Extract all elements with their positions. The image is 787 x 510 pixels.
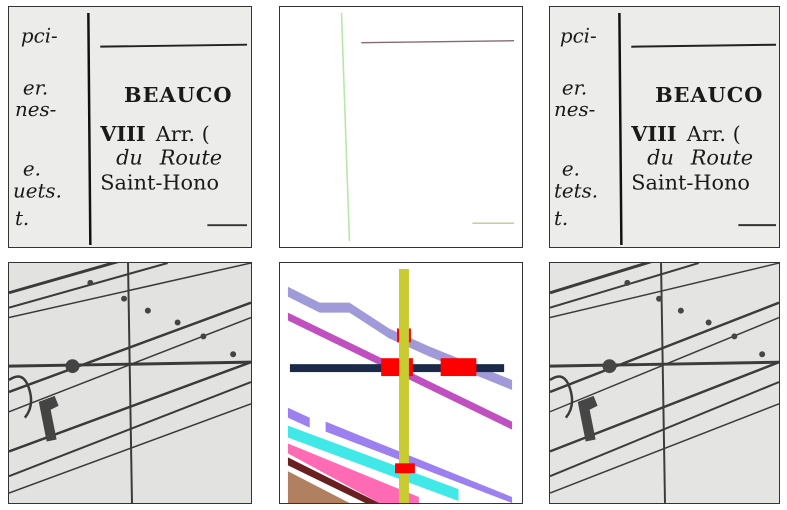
map-crop-left <box>8 262 252 504</box>
scan-left-word-6: t. <box>15 207 29 230</box>
scan-left-street: Saint-Hono <box>100 170 219 194</box>
scan-left-du: du <box>116 146 143 170</box>
scan-right-arr: Arr. ( <box>686 122 741 146</box>
mask-top-line <box>361 40 515 44</box>
map-crop-right-image <box>550 263 779 503</box>
line-mask-image <box>280 7 522 247</box>
segment-red-4 <box>395 463 415 474</box>
segment-olive-vertical <box>399 268 409 503</box>
scan-crop-right-image: pci- er. nes- e. tets. t. BEAUCO VIII Ar… <box>550 7 779 247</box>
scan-left-word-3: nes- <box>15 98 56 121</box>
line-mask <box>279 6 523 248</box>
scan-left-word-5: uets. <box>13 179 62 202</box>
scan-right-heading: BEAUCO <box>655 82 763 107</box>
mask-vertical-line <box>340 12 351 242</box>
segment-red-2 <box>440 358 477 377</box>
scan-right-word-6: t. <box>554 207 568 230</box>
scan-left-word-4: e. <box>23 158 41 181</box>
scan-crop-left: pci- er. nes- e. uets. t. BEAUCO VIII Ar… <box>8 6 252 248</box>
scan-crop-left-image: pci- er. nes- e. uets. t. BEAUCO VIII Ar… <box>9 7 251 247</box>
scan-right-word-2: er. <box>562 76 587 99</box>
scan-left-word-2: er. <box>23 76 48 99</box>
segment-cyan <box>287 425 459 502</box>
segment-purple <box>325 421 513 503</box>
map-crop-left-image <box>9 263 251 503</box>
scan-crop-right: pci- er. nes- e. tets. t. BEAUCO VIII Ar… <box>549 6 780 248</box>
scan-left-arr: Arr. ( <box>155 122 210 146</box>
scan-right-du: du <box>647 146 674 170</box>
scan-right-word-1: pci- <box>560 25 597 48</box>
segmentation-map-image <box>280 263 522 503</box>
scan-left-roman: VIII <box>99 121 145 146</box>
map-crop-right <box>549 262 780 504</box>
scan-right-street: Saint-Hono <box>631 170 750 194</box>
segmentation-map <box>279 262 523 504</box>
scan-right-route: Route <box>690 146 753 170</box>
segment-lavender-2 <box>287 407 310 428</box>
scan-right-word-5: tets. <box>554 179 598 202</box>
scan-left-route: Route <box>159 146 222 170</box>
scan-left-heading: BEAUCO <box>124 82 232 107</box>
segment-pink <box>287 443 419 503</box>
scan-right-word-3: nes- <box>554 98 595 121</box>
scan-right-roman: VIII <box>630 121 676 146</box>
scan-left-word-1: pci- <box>21 25 58 48</box>
scan-right-word-4: e. <box>562 158 580 181</box>
